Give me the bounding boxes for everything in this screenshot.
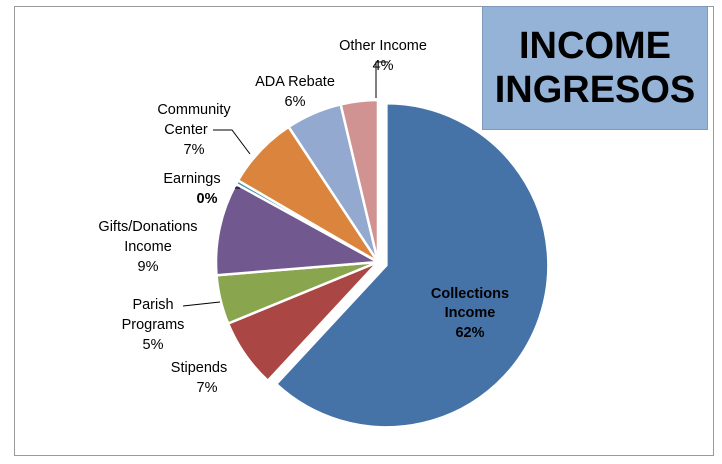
label-community-pct: 7% xyxy=(184,142,205,158)
label-ada-name: ADA Rebate xyxy=(255,74,335,90)
label-gifts-name-2: Income xyxy=(124,239,172,255)
label-earnings-pct: 0% xyxy=(197,191,218,207)
pie-slice-gifts-donations-income xyxy=(214,182,380,277)
pie-slice-other-income xyxy=(339,98,380,264)
leader-line-parish xyxy=(182,301,221,307)
title-line-2: INGRESOS xyxy=(494,69,696,111)
title-line-1: INCOME xyxy=(519,25,671,67)
leader-line-other xyxy=(375,61,388,98)
pie-slices xyxy=(214,98,550,429)
label-earnings-name: Earnings xyxy=(163,171,220,187)
label-parish-pct: 5% xyxy=(143,337,164,353)
label-collections-pct: 62% xyxy=(455,325,484,341)
leader-line-community xyxy=(213,129,251,155)
label-ada-pct: 6% xyxy=(285,94,306,110)
label-other-pct: 4% xyxy=(373,58,394,74)
title-box: INCOME INGRESOS xyxy=(482,6,708,130)
pie-slice-collections-income xyxy=(274,102,550,429)
label-stipends-pct: 7% xyxy=(197,380,218,396)
label-parish-name-1: Parish xyxy=(132,297,173,313)
label-stipends-name: Stipends xyxy=(171,360,227,376)
label-gifts-pct: 9% xyxy=(138,259,159,275)
label-collections-name-1: Collections xyxy=(431,286,509,302)
label-community-name-2: Center xyxy=(164,122,208,138)
label-collections-name-2: Income xyxy=(445,305,496,321)
label-community-name-1: Community xyxy=(157,102,231,118)
label-parish-name-2: Programs xyxy=(122,317,185,333)
label-other-name: Other Income xyxy=(339,38,427,54)
label-gifts-name-1: Gifts/Donations xyxy=(98,219,197,235)
